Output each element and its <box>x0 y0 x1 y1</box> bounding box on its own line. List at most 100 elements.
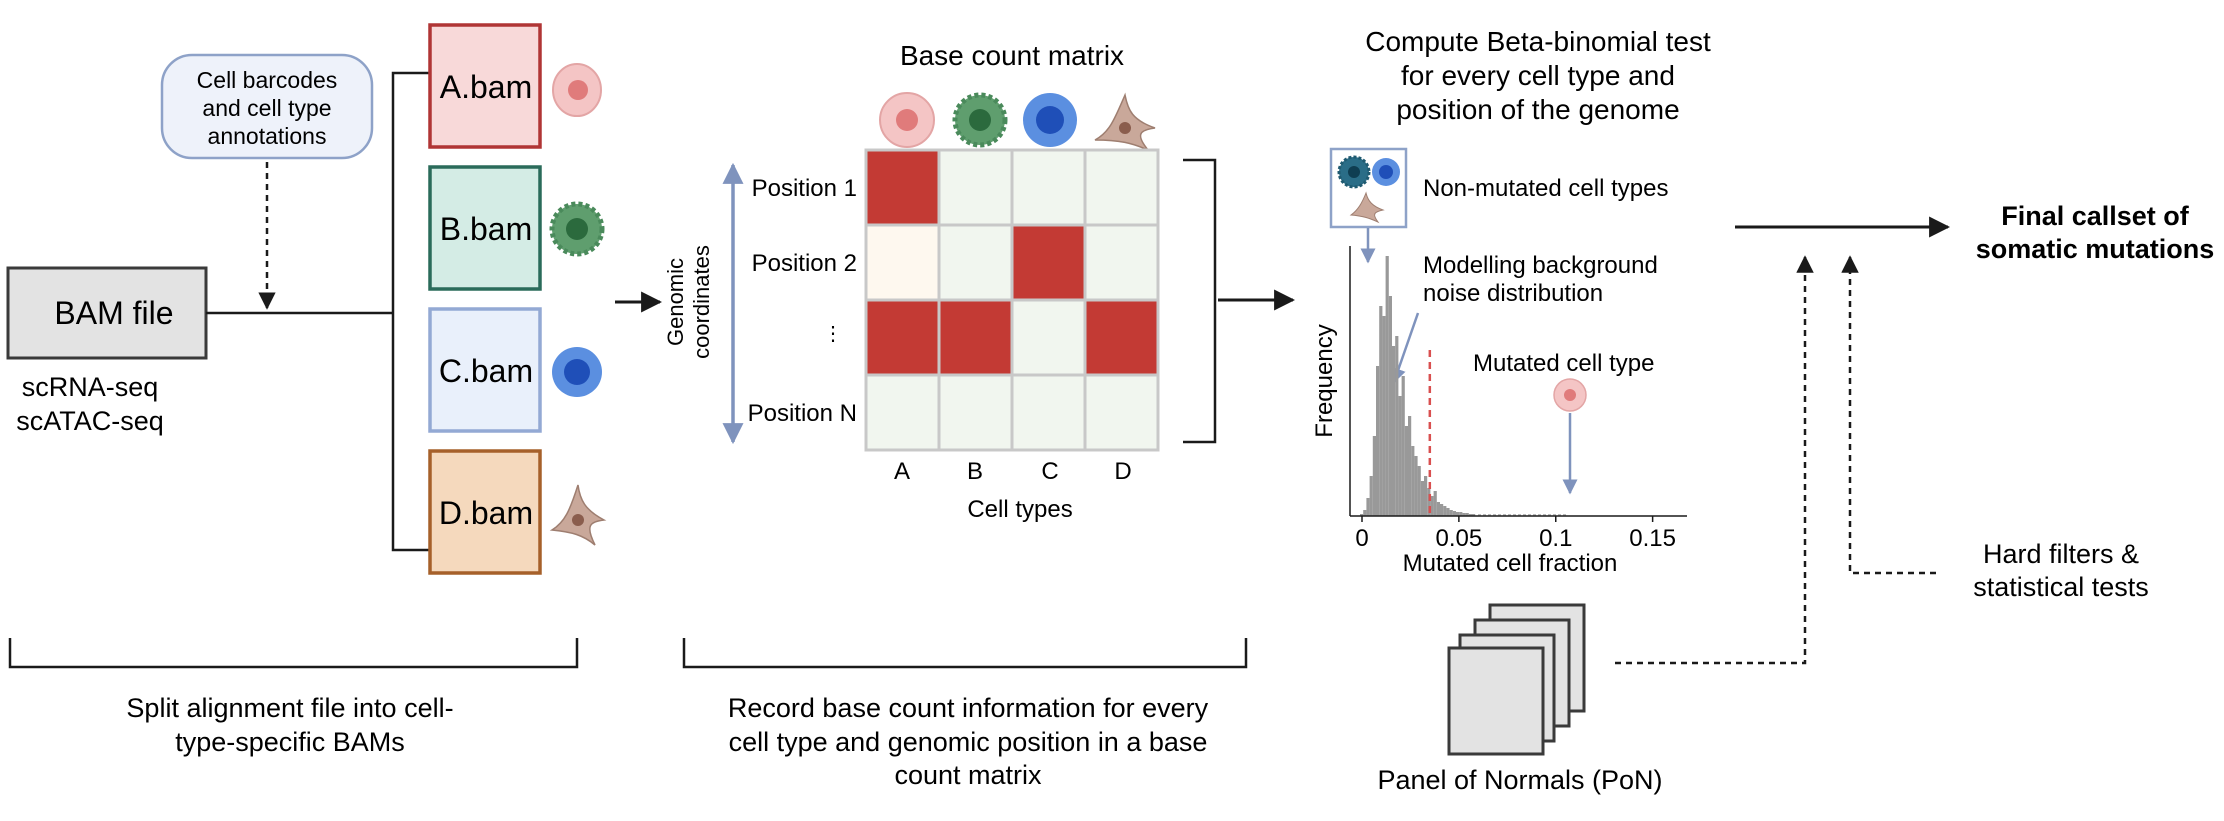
test-title-1: Compute Beta-binomial test <box>1365 26 1711 57</box>
hist-tail-bar <box>1548 514 1551 516</box>
matrix-cell-2-d <box>1083 223 1160 302</box>
pon-page-1 <box>1447 646 1545 756</box>
hist-bar <box>1472 514 1476 516</box>
hist-tail-bar <box>1518 514 1521 516</box>
hist-bar <box>1465 513 1469 516</box>
final-label-2: somatic mutations <box>1976 234 2215 264</box>
hist-bar <box>1369 476 1373 516</box>
annotation-line-1: Cell barcodes <box>197 67 338 93</box>
test-title-2: for every cell type and <box>1401 60 1675 91</box>
bam-file-box <box>6 266 208 360</box>
hist-tail-bar <box>1558 514 1561 516</box>
bam-c-label: C.bam <box>439 353 533 389</box>
hist-bar <box>1449 510 1453 516</box>
caption-split-line-2: type-specific BAMs <box>175 727 405 757</box>
bam-box-d: D.bam <box>428 449 607 575</box>
bam-box-a: A.bam <box>428 23 602 149</box>
matrix-cell-4-c <box>1010 373 1087 452</box>
matrix-cell-2-c <box>1010 223 1087 302</box>
hist-bar <box>1385 256 1389 516</box>
matrix-cell-1-c <box>1010 148 1087 227</box>
bam-box-c: C.bam <box>428 307 602 433</box>
split-bracket <box>391 71 430 552</box>
matrix-y-axis-label-1: Genomic <box>663 258 688 346</box>
matrix-cell-1-b <box>937 148 1014 227</box>
col-label-c: C <box>1041 458 1058 485</box>
hist-tick-label: 0 <box>1355 525 1368 552</box>
caption-bracket-left <box>8 638 579 669</box>
hist-tick-label: 0.1 <box>1539 525 1572 552</box>
hist-bar <box>1401 376 1405 516</box>
hist-tail-bar <box>1513 514 1516 516</box>
matrix-cell-2-b <box>937 223 1014 302</box>
bam-file-label: BAM file <box>54 295 173 331</box>
blue-cell-nucleus-icon <box>1036 106 1064 134</box>
caption-bracket-middle <box>682 638 1248 669</box>
hist-bar <box>1424 476 1428 516</box>
hist-tail-bar <box>1488 514 1491 516</box>
matrix-cell-4-d <box>1083 373 1160 452</box>
hist-bar <box>1468 514 1472 516</box>
row-label-2: Position 2 <box>752 250 857 277</box>
hist-bar <box>1436 502 1440 516</box>
matrix-cell-4-b <box>937 373 1014 452</box>
hist-bar <box>1366 498 1370 516</box>
annotation-line-2: and cell type <box>202 95 331 121</box>
pink-cell-nucleus-icon <box>568 80 588 100</box>
blue-cell-nucleus-icon <box>564 359 590 385</box>
hist-tail-bar <box>1523 514 1526 516</box>
frequency-histogram <box>1360 256 1566 516</box>
blue-cell-nucleus-icon <box>1379 165 1393 179</box>
filters-label-1: Hard filters & <box>1983 539 2139 569</box>
bam-b-label: B.bam <box>440 211 532 247</box>
caption-record-line-1: Record base count information for every <box>728 693 1209 723</box>
hist-bar <box>1392 346 1396 516</box>
hist-bar <box>1404 426 1408 516</box>
hist-x-ticks: 0 0.05 0.1 0.15 <box>1355 516 1676 552</box>
hist-bar <box>1388 296 1392 516</box>
base-count-matrix <box>864 148 1160 452</box>
hist-bar <box>1411 446 1415 516</box>
hist-bar <box>1372 436 1376 516</box>
test-title-3: position of the genome <box>1396 94 1679 125</box>
hist-bar <box>1427 488 1431 516</box>
hist-tail-bar <box>1508 514 1511 516</box>
hist-bar <box>1408 416 1412 516</box>
hist-bar <box>1382 316 1386 516</box>
bam-b-rect <box>428 165 542 291</box>
matrix-cell-1-d <box>1083 148 1160 227</box>
seq-type-scatac: scATAC-seq <box>16 406 164 436</box>
hist-bar <box>1462 513 1466 516</box>
hist-bar <box>1433 491 1437 516</box>
hist-bar <box>1440 504 1444 516</box>
bam-box-b: B.bam <box>428 165 605 291</box>
hist-bar <box>1398 396 1402 516</box>
mutated-cell-nucleus-icon <box>1564 389 1576 401</box>
brown-cell-nucleus-icon <box>572 514 584 526</box>
hist-tail-bar <box>1478 514 1481 516</box>
hist-bar <box>1420 481 1424 516</box>
non-mutated-label: Non-mutated cell types <box>1423 175 1668 202</box>
hist-bar <box>1414 456 1418 516</box>
hist-tail-bar <box>1543 514 1546 516</box>
caption-record-line-2: cell type and genomic position in a base <box>729 727 1208 757</box>
hist-tail-bar <box>1498 514 1501 516</box>
matrix-cell-3-c <box>1010 298 1087 377</box>
hist-bar <box>1417 466 1421 516</box>
bam-a-label: A.bam <box>440 69 532 105</box>
bam-d-label: D.bam <box>439 495 533 531</box>
pon-label: Panel of Normals (PoN) <box>1377 765 1662 795</box>
bam-a-rect <box>428 23 542 149</box>
hist-bar <box>1443 506 1447 516</box>
hist-bar <box>1376 366 1380 516</box>
matrix-cell-3-a <box>864 298 941 377</box>
bam-d-rect <box>428 449 542 575</box>
matrix-cell-3-d <box>1083 298 1160 377</box>
green-cell-nucleus-icon <box>566 218 588 240</box>
bam-c-rect <box>428 307 542 433</box>
col-label-a: A <box>894 458 910 485</box>
matrix-cell-3-b <box>937 298 1014 377</box>
row-label-4: Position N <box>748 400 857 427</box>
hist-bar <box>1363 510 1367 516</box>
